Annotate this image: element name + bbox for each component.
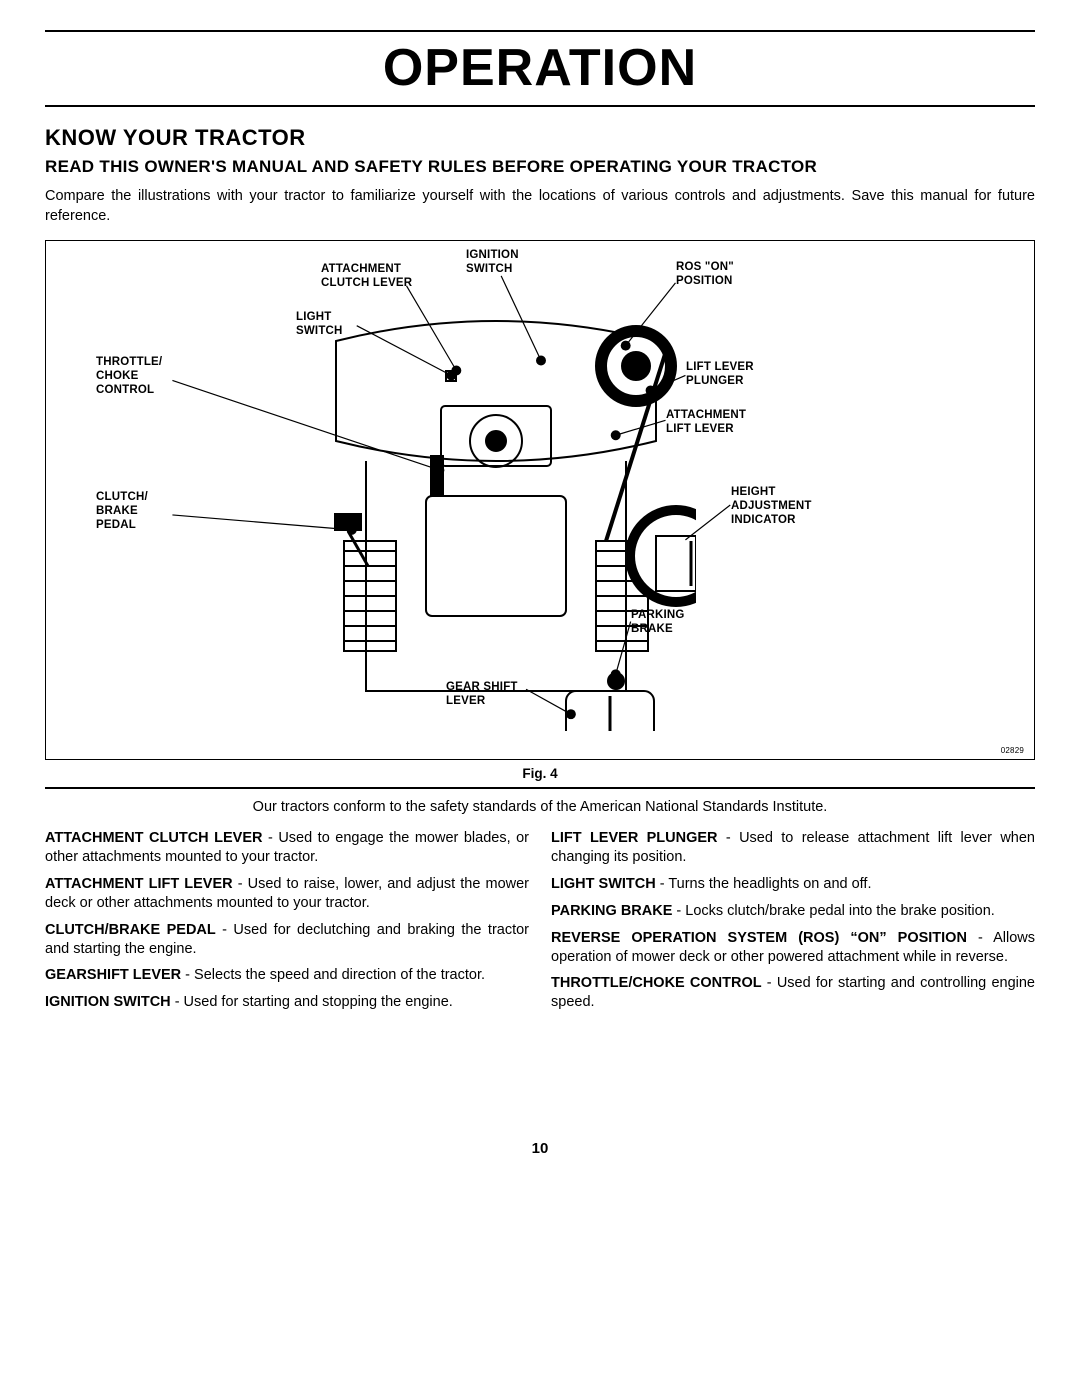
page-title: OPERATION: [45, 36, 1035, 101]
subheading: READ THIS OWNER'S MANUAL AND SAFETY RULE…: [45, 157, 1035, 177]
callout-parking-brake: PARKING BRAKE: [631, 609, 685, 637]
definition-term: GEARSHIFT LEVER: [45, 967, 181, 983]
definition-term: IGNITION SWITCH: [45, 994, 171, 1010]
definition-item: GEARSHIFT LEVER - Selects the speed and …: [45, 966, 529, 985]
definition-item: THROTTLE/CHOKE CONTROL - Used for starti…: [551, 974, 1035, 1012]
definition-item: REVERSE OPERATION SYSTEM (ROS) “ON” POSI…: [551, 929, 1035, 967]
callout-throttle-choke-control: THROTTLE/ CHOKE CONTROL: [96, 356, 162, 397]
callout-clutch-brake-pedal: CLUTCH/ BRAKE PEDAL: [96, 491, 148, 532]
separator-rule: [45, 787, 1035, 789]
callout-light-switch: LIGHT SWITCH: [296, 311, 343, 339]
diagram-frame: IGNITION SWITCH ATTACHMENT CLUTCH LEVER RO…: [45, 240, 1035, 760]
definition-item: IGNITION SWITCH - Used for starting and …: [45, 993, 529, 1012]
conformance-text: Our tractors conform to the safety stand…: [45, 799, 1035, 815]
definition-term: PARKING BRAKE: [551, 903, 672, 919]
figure-caption: Fig. 4: [45, 766, 1035, 781]
definition-item: ATTACHMENT LIFT LEVER - Used to raise, l…: [45, 875, 529, 913]
intro-text: Compare the illustrations with your trac…: [45, 187, 1035, 226]
definition-term: LIGHT SWITCH: [551, 876, 656, 892]
definition-item: LIGHT SWITCH - Turns the headlights on a…: [551, 875, 1035, 894]
callout-attachment-lift-lever: ATTACHMENT LIFT LEVER: [666, 409, 746, 437]
leader-lines: [46, 241, 1034, 759]
callout-ros-on-position: ROS "ON" POSITION: [676, 261, 734, 289]
definition-desc: - Locks clutch/brake pedal into the brak…: [672, 903, 994, 919]
callout-ignition-switch: IGNITION SWITCH: [466, 249, 519, 277]
definitions-columns: ATTACHMENT CLUTCH LEVER - Used to engage…: [45, 829, 1035, 1020]
definition-item: PARKING BRAKE - Locks clutch/brake pedal…: [551, 902, 1035, 921]
definition-item: CLUTCH/BRAKE PEDAL - Used for declutchin…: [45, 921, 529, 959]
callout-gear-shift-lever: GEAR SHIFT LEVER: [446, 681, 518, 709]
callout-lift-lever-plunger: LIFT LEVER PLUNGER: [686, 361, 754, 389]
definition-desc: - Used for starting and stopping the eng…: [171, 994, 453, 1010]
definitions-right: LIFT LEVER PLUNGER - Used to release att…: [551, 829, 1035, 1020]
definition-term: ATTACHMENT CLUTCH LEVER: [45, 830, 262, 846]
callout-height-adjustment-indicator: HEIGHT ADJUSTMENT INDICATOR: [731, 486, 812, 527]
definition-term: ATTACHMENT LIFT LEVER: [45, 876, 233, 892]
image-code: 02829: [1001, 746, 1024, 756]
definition-term: REVERSE OPERATION SYSTEM (ROS) “ON” POSI…: [551, 930, 967, 946]
page-number: 10: [45, 1140, 1035, 1157]
section-heading: KNOW YOUR TRACTOR: [45, 125, 1035, 151]
definition-desc: - Turns the headlights on and off.: [656, 876, 872, 892]
definition-term: LIFT LEVER PLUNGER: [551, 830, 718, 846]
definition-item: LIFT LEVER PLUNGER - Used to release att…: [551, 829, 1035, 867]
callout-attachment-clutch-lever: ATTACHMENT CLUTCH LEVER: [321, 263, 412, 291]
definitions-left: ATTACHMENT CLUTCH LEVER - Used to engage…: [45, 829, 529, 1020]
definition-term: CLUTCH/BRAKE PEDAL: [45, 922, 216, 938]
definition-item: ATTACHMENT CLUTCH LEVER - Used to engage…: [45, 829, 529, 867]
definition-term: THROTTLE/CHOKE CONTROL: [551, 975, 762, 991]
definition-desc: - Selects the speed and direction of the…: [181, 967, 485, 983]
